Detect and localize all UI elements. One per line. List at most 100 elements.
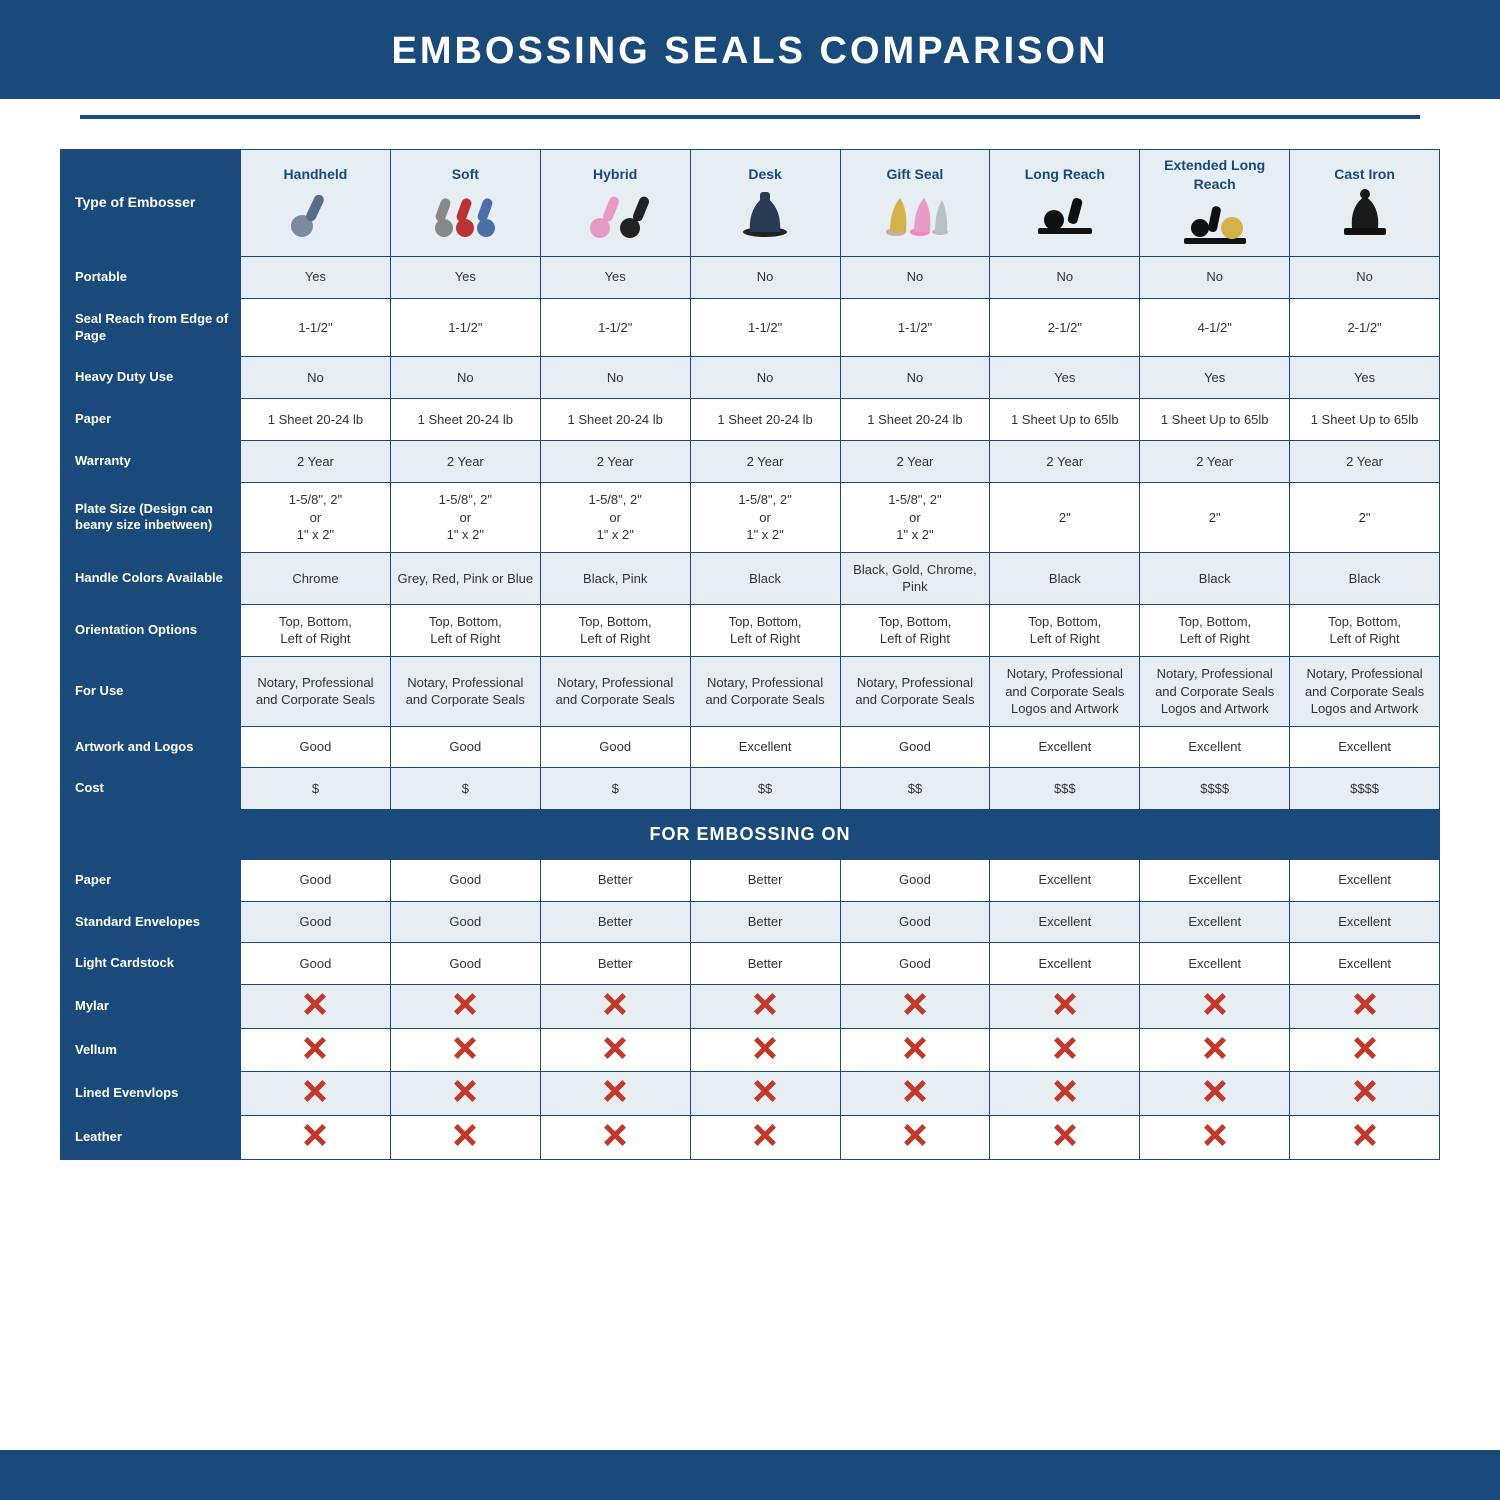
table-cell: No [1140,256,1290,298]
table-cell: 2 Year [540,441,690,483]
table-cell: 1-1/2" [241,298,391,357]
embosser-icon [395,184,536,242]
table-cell [690,1072,840,1116]
table-cell: Notary, Professional and Corporate Seals [840,656,990,726]
table-cell: 2" [990,483,1140,553]
table-cell: Black [690,552,840,604]
table-row: Handle Colors AvailableChromeGrey, Red, … [61,552,1440,604]
table-cell: Excellent [990,726,1140,768]
table-row: PaperGoodGoodBetterBetterGoodExcellentEx… [61,859,1440,901]
table-cell: Top, Bottom,Left of Right [540,604,690,656]
x-icon [1204,1037,1226,1059]
table-cell: 1-1/2" [690,298,840,357]
x-icon [754,1124,776,1146]
table-cell: Good [241,901,391,943]
table-cell: Black [990,552,1140,604]
table-head: Type of EmbosserHandheldSoftHybridDeskGi… [61,150,1440,257]
table-body: PortableYesYesYesNoNoNoNoNoSeal Reach fr… [61,256,1440,1159]
table-cell: 1 Sheet 20-24 lb [390,399,540,441]
column-header: Long Reach [990,150,1140,257]
table-cell: Good [390,726,540,768]
table-cell: 1-1/2" [540,298,690,357]
table-cell [990,985,1140,1029]
row-label: Orientation Options [61,604,241,656]
table-cell: Yes [241,256,391,298]
column-header: Hybrid [540,150,690,257]
table-cell: Good [390,901,540,943]
type-of-embosser-label: Type of Embosser [61,150,241,257]
column-header: Gift Seal [840,150,990,257]
column-label: Handheld [245,165,386,184]
embosser-icon [695,184,836,242]
table-cell [390,1115,540,1159]
table-cell: $ [540,768,690,810]
x-icon [604,1124,626,1146]
table-cell: Good [840,901,990,943]
table-cell: Good [840,726,990,768]
row-label: Heavy Duty Use [61,357,241,399]
table-row: Mylar [61,985,1440,1029]
table-cell: No [990,256,1140,298]
x-icon [904,993,926,1015]
table-cell: No [390,357,540,399]
x-icon [904,1124,926,1146]
x-icon [1354,1037,1376,1059]
table-cell: 1 Sheet 20-24 lb [540,399,690,441]
table-cell: 2 Year [1290,441,1440,483]
x-icon [754,1080,776,1102]
table-cell [390,1072,540,1116]
table-cell: Excellent [1140,726,1290,768]
table-row: Vellum [61,1028,1440,1072]
embosser-icon [1294,184,1435,242]
table-cell [840,1028,990,1072]
table-cell: Better [540,859,690,901]
table-cell [990,1072,1140,1116]
table-cell: No [1290,256,1440,298]
divider [80,115,1420,119]
table-row: Seal Reach from Edge of Page1-1/2"1-1/2"… [61,298,1440,357]
embosser-icon [1144,194,1285,252]
x-icon [904,1080,926,1102]
table-cell: Better [690,901,840,943]
row-label: Lined Evenvlops [61,1072,241,1116]
x-icon [304,1124,326,1146]
table-cell: $ [390,768,540,810]
table-cell: Better [690,943,840,985]
table-row: Light CardstockGoodGoodBetterBetterGoodE… [61,943,1440,985]
table-cell: 1 Sheet 20-24 lb [690,399,840,441]
table-cell: Notary, Professional and Corporate Seals [241,656,391,726]
table-cell: Good [390,943,540,985]
table-cell: Black, Gold, Chrome, Pink [840,552,990,604]
table-cell [540,1028,690,1072]
table-row: Plate Size (Design can beany size inbetw… [61,483,1440,553]
table-row: PortableYesYesYesNoNoNoNoNo [61,256,1440,298]
table-cell: Notary, Professional and Corporate Seals [690,656,840,726]
table-cell: Top, Bottom,Left of Right [840,604,990,656]
table-cell: Excellent [690,726,840,768]
table-cell: 1-1/2" [390,298,540,357]
table-cell: Notary, Professional and Corporate Seals… [1140,656,1290,726]
table-cell: Notary, Professional and Corporate Seals… [990,656,1140,726]
section-header-row: FOR EMBOSSING ON [61,810,1440,859]
row-label: Portable [61,256,241,298]
table-cell [690,1028,840,1072]
x-icon [1054,1124,1076,1146]
column-header: Desk [690,150,840,257]
row-label: Seal Reach from Edge of Page [61,298,241,357]
x-icon [304,1080,326,1102]
embosser-icon [245,184,386,242]
x-icon [1054,1037,1076,1059]
table-cell [840,985,990,1029]
table-cell: Yes [1140,357,1290,399]
table-cell [540,1115,690,1159]
table-cell: No [690,357,840,399]
row-label: Artwork and Logos [61,726,241,768]
column-label: Long Reach [994,165,1135,184]
x-icon [1054,1080,1076,1102]
embosser-icon [994,184,1135,242]
table-cell [540,1072,690,1116]
footer-bar [0,1450,1500,1500]
x-icon [1204,993,1226,1015]
row-label: For Use [61,656,241,726]
table-cell [390,1028,540,1072]
